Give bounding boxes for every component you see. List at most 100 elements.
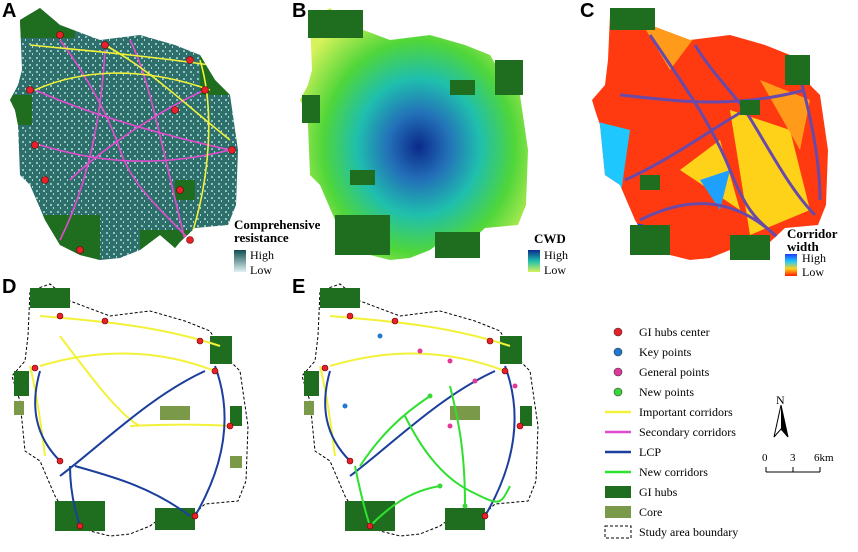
- gi-hubs-e: [304, 288, 532, 531]
- panel-a-ramp: [234, 250, 246, 272]
- panel-b-legend-title: CWD: [534, 231, 566, 246]
- legend-label-new-corridors: New corridors: [639, 464, 708, 479]
- gi-hubs-d: [14, 288, 242, 531]
- panel-a-low: Low: [250, 263, 272, 277]
- study-area-boundary-d: [11, 283, 249, 537]
- legend-label-new-points: New points: [639, 384, 694, 399]
- legend-label-secondary-corridors: Secondary corridors: [639, 424, 736, 439]
- legend-label-gi-hubs: GI hubs: [639, 484, 678, 499]
- legend-item-study-area-boundary: Study area boundary: [603, 523, 738, 541]
- legend-label-study-area-boundary: Study area boundary: [639, 524, 739, 539]
- north-arrow: N: [766, 393, 796, 440]
- legend-label-key-points: Key points: [639, 344, 692, 359]
- panel-b-label: B: [292, 0, 307, 22]
- legend-item-gi-hubs-center: GI hubs center: [603, 323, 710, 341]
- gi-hubs-b: [302, 10, 523, 258]
- cwd-surface: [300, 8, 528, 260]
- panel-c-ramp: [785, 254, 797, 276]
- legend-item-general-points: General points: [603, 363, 709, 381]
- legend-item-core: Core: [603, 503, 662, 521]
- core-d: [14, 401, 242, 468]
- lcp-d4: [34, 370, 61, 462]
- panel-e-label: E: [292, 276, 306, 298]
- important-corridor-a4: [189, 59, 210, 241]
- scale-tick-0: 0: [762, 452, 768, 464]
- panel-d: D: [0, 276, 290, 552]
- panel-b-map: [300, 8, 528, 260]
- panel-b-high: High: [544, 248, 568, 262]
- important-corridor-d4: [129, 423, 231, 427]
- new-corridor-e1: [359, 395, 431, 467]
- panel-c: C: [580, 0, 858, 279]
- lcp-d1: [59, 370, 206, 477]
- important-corridor-e3: [319, 365, 336, 457]
- scale-bar: 0 3 6km: [762, 452, 842, 482]
- secondary-corridor-a3: [39, 144, 231, 162]
- general-points-e: [417, 348, 518, 429]
- panel-c-legend-title: Corridor width: [787, 226, 838, 254]
- panel-a-legend-title: Comprehensive resistance: [234, 217, 321, 245]
- lcp-e2: [484, 365, 516, 517]
- legend-item-important-corridors: Important corridors: [603, 403, 733, 421]
- legend-symbol-important-corridors: [603, 403, 633, 421]
- secondary-corridor-a1: [59, 39, 191, 241]
- panel-c-map: [592, 8, 828, 260]
- map-legend: GI hubs center Key points General points Ne…: [603, 323, 773, 543]
- legend-item-lcp: LCP: [603, 443, 661, 461]
- hub-centers-d: [31, 312, 234, 530]
- lcp-e3: [324, 370, 351, 462]
- panel-e: E: [290, 276, 580, 552]
- legend-label-general-points: General points: [639, 364, 710, 379]
- panel-a-label: A: [2, 0, 17, 22]
- key-points-e: [342, 333, 383, 409]
- legend-symbol-gi-hubs-center: [603, 323, 633, 341]
- scale-tick-2: 6km: [814, 452, 834, 464]
- legend-symbol-core: [603, 503, 633, 521]
- legend-symbol-gi-hubs: [603, 483, 633, 501]
- legend-item-new-points: New points: [603, 383, 694, 401]
- legend-item-new-corridors: New corridors: [603, 463, 708, 481]
- secondary-corridor-a2: [34, 89, 231, 151]
- important-corridor-d5: [29, 365, 46, 457]
- important-corridor-a3: [104, 44, 231, 141]
- panel-d-map: [11, 283, 249, 537]
- legend-label-gi-hubs-center: GI hubs center: [639, 324, 710, 339]
- legend-label-core: Core: [639, 504, 663, 519]
- important-corridor-d3: [59, 335, 141, 427]
- important-corridor-a1: [29, 44, 211, 66]
- legend-symbol-study-area-boundary: [603, 523, 633, 541]
- important-corridor-d2: [39, 352, 216, 372]
- panel-b-ramp: [528, 250, 540, 272]
- scale-tick-1: 3: [790, 452, 796, 464]
- gi-hubs-c: [610, 8, 810, 260]
- panel-a-high: High: [250, 248, 274, 262]
- legend-symbol-secondary-corridors: [603, 423, 633, 441]
- hub-centers-e: [321, 312, 524, 530]
- north-label: N: [776, 393, 785, 407]
- panel-a: A: [0, 0, 320, 277]
- secondary-corridor-a4: [69, 89, 206, 181]
- panel-c-low: Low: [802, 265, 824, 279]
- legend-item-key-points: Key points: [603, 343, 691, 361]
- legend-symbol-new-corridors: [603, 463, 633, 481]
- new-corridor-e2: [404, 415, 511, 503]
- panel-b-low: Low: [544, 263, 566, 277]
- panel-d-label: D: [2, 276, 17, 298]
- lcp-c4: [743, 109, 817, 217]
- panel-c-label: C: [580, 0, 595, 22]
- panel-e-map: [301, 283, 539, 537]
- legend-label-important-corridors: Important corridors: [639, 404, 733, 419]
- legend-symbol-new-points: [603, 383, 633, 401]
- hub-centers-a: [26, 31, 236, 254]
- legend-label-lcp: LCP: [639, 444, 662, 459]
- panel-a-map: [10, 8, 238, 260]
- lcp-c3: [624, 108, 746, 182]
- important-corridor-a2: [34, 72, 211, 91]
- lcp-d2: [74, 465, 191, 517]
- legend-symbol-general-points: [603, 363, 633, 381]
- lcp-d3: [194, 365, 226, 517]
- new-points-e: [427, 393, 468, 509]
- panel-b: B CWD High Low: [290, 0, 580, 277]
- lcp-c2: [619, 88, 806, 104]
- legend-item-gi-hubs: GI hubs: [603, 483, 677, 501]
